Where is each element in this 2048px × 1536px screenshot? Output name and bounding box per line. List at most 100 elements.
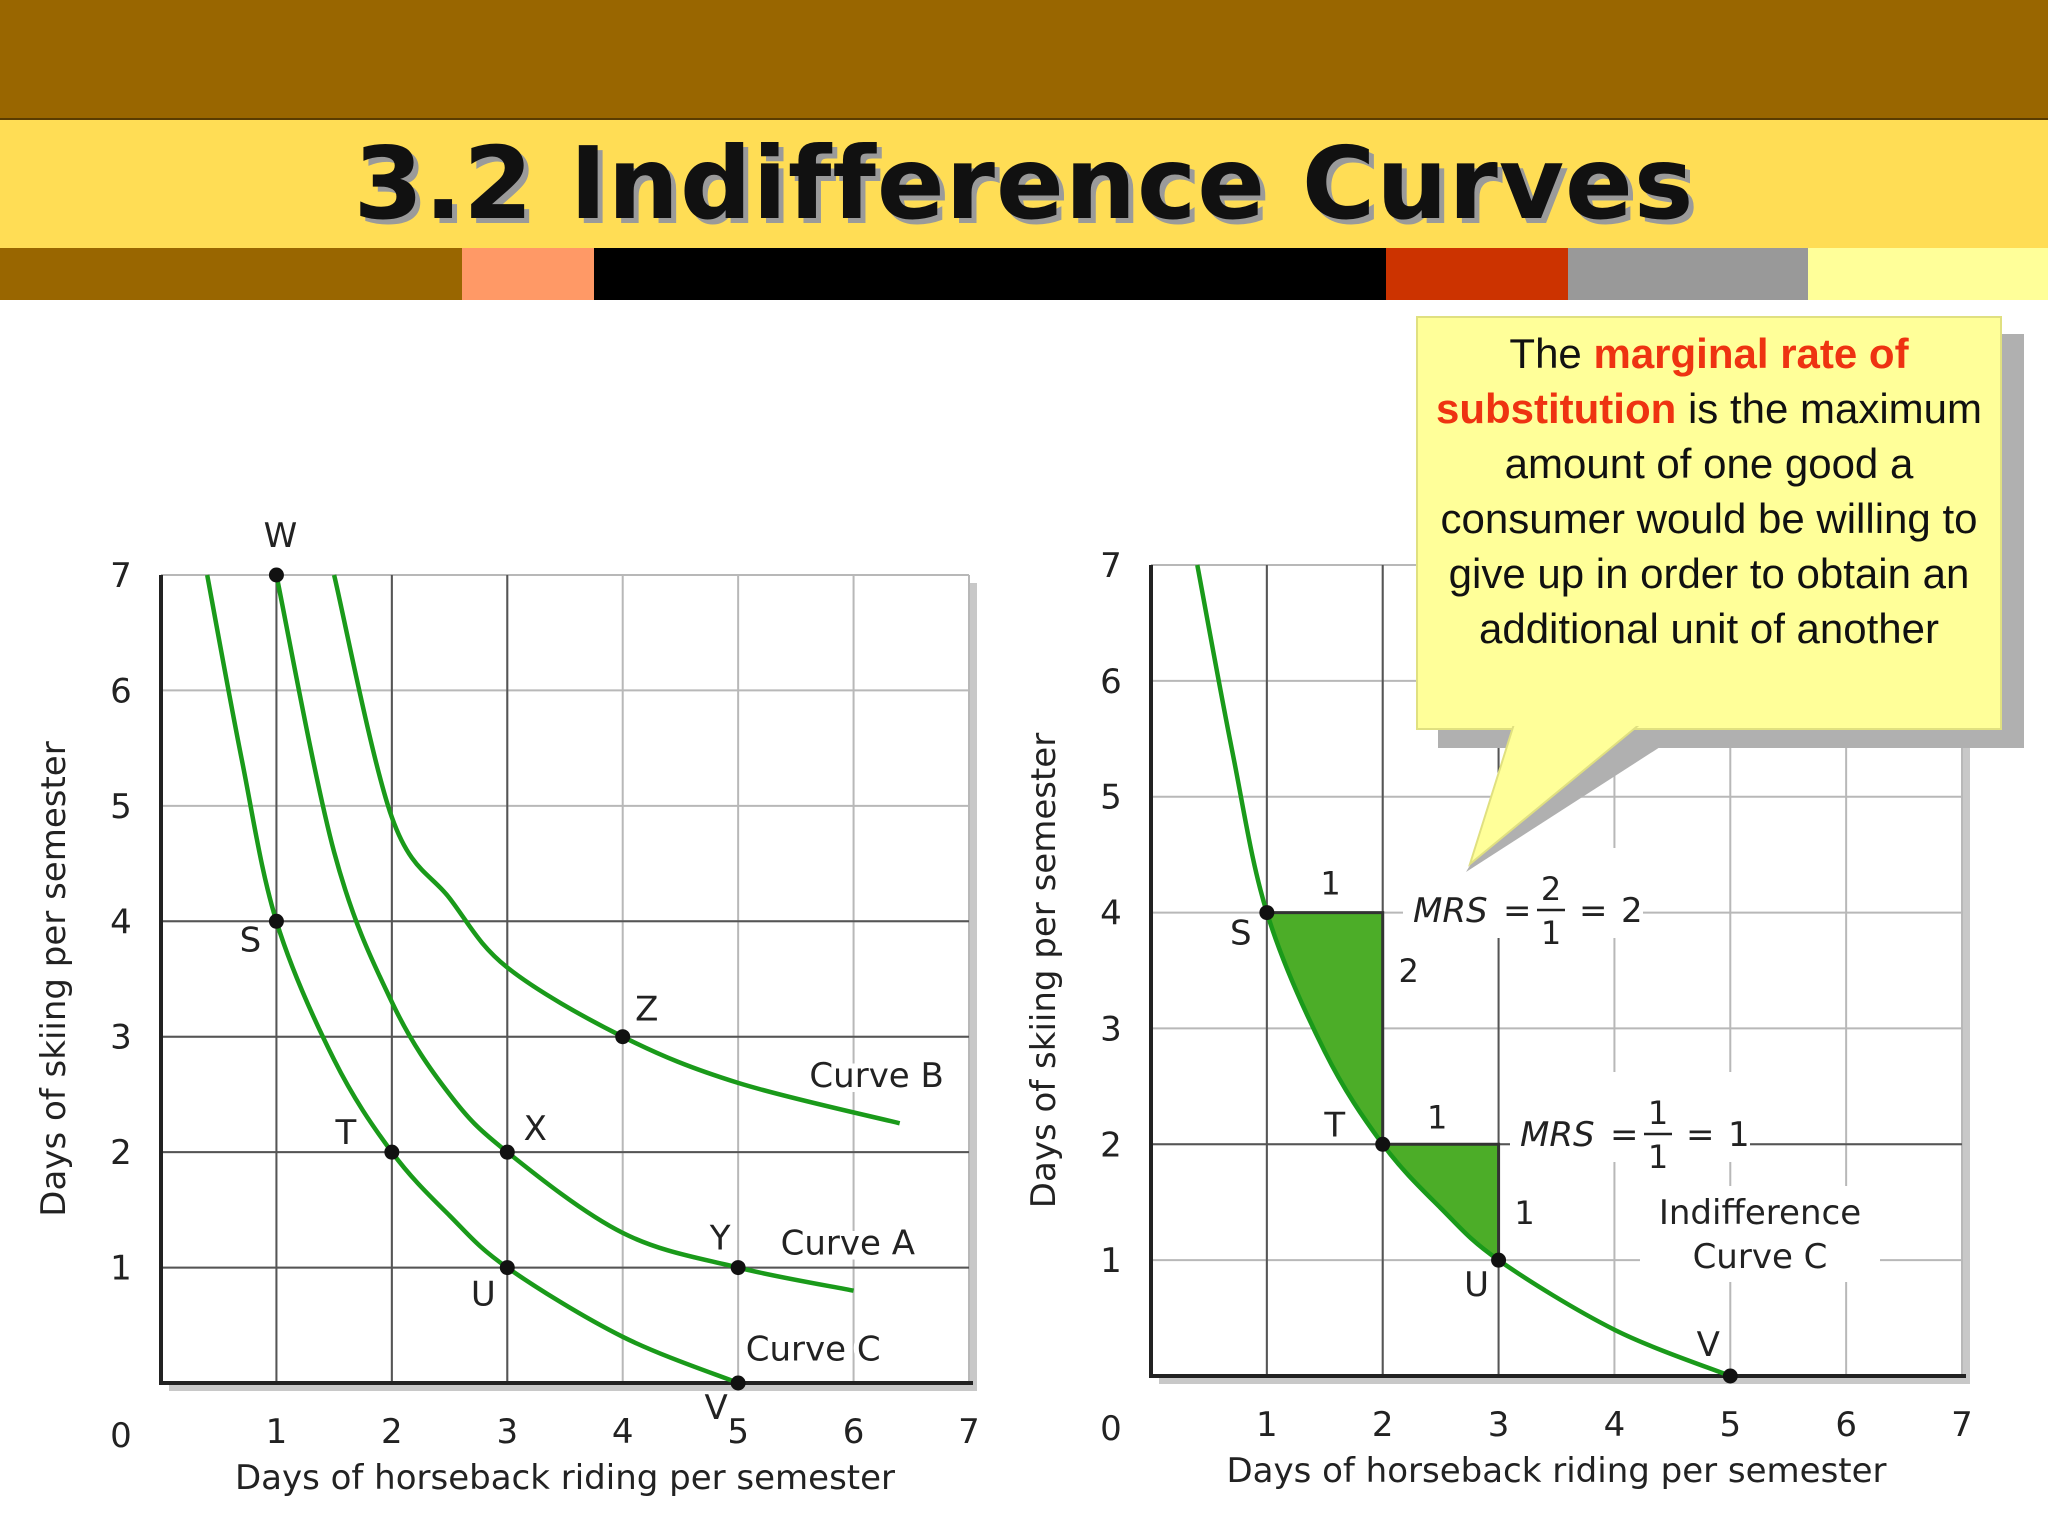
x-tick-label: 7 (958, 1412, 980, 1452)
strip-segment (1568, 248, 1808, 300)
curve-line (1195, 564, 1732, 1379)
origin-label: 0 (1100, 1409, 1122, 1449)
data-point (268, 913, 284, 929)
mrs-equals: = (1579, 891, 1608, 931)
point-label: Z (635, 990, 658, 1030)
curve-name-label: Curve C (1693, 1237, 1828, 1277)
callout-box (1416, 316, 2002, 730)
strip-segment (1386, 248, 1568, 300)
point-label: T (334, 1113, 356, 1153)
curve-name-label: Curve B (809, 1056, 943, 1096)
mrs-result: 2 (1621, 891, 1643, 931)
point-label: S (240, 920, 262, 960)
mrs-shaded-area (1382, 1144, 1499, 1261)
mrs-equals: = (1503, 891, 1532, 931)
x-axis-label: Days of horseback riding per semester (235, 1458, 895, 1498)
point-label: V (1697, 1325, 1720, 1365)
data-point (499, 1260, 515, 1276)
y-tick-label: 4 (1100, 894, 1122, 934)
mrs-prefix: MRS (1520, 1115, 1595, 1155)
x-tick-label: 7 (1951, 1405, 1973, 1445)
y-tick-label: 7 (1100, 546, 1122, 586)
mrs-result: 1 (1728, 1115, 1750, 1155)
mrs-numerator: 1 (1648, 1094, 1668, 1132)
curve-line (274, 574, 855, 1293)
y-tick-label: 5 (110, 787, 132, 827)
data-point (615, 1029, 631, 1045)
x-tick-label: 3 (1488, 1405, 1510, 1445)
callout-tail-shape (1468, 723, 1643, 867)
y-tick-label: 4 (110, 902, 132, 942)
point-label: X (524, 1109, 547, 1149)
data-point (1259, 905, 1275, 921)
mrs-denominator: 1 (1648, 1138, 1668, 1176)
y-tick-label: 1 (1100, 1241, 1122, 1281)
data-point (499, 1144, 515, 1160)
x-tick-label: 1 (1256, 1405, 1278, 1445)
x-axis-label: Days of horseback riding per semester (1226, 1451, 1886, 1491)
y-tick-label: 2 (110, 1133, 132, 1173)
data-point (384, 1144, 400, 1160)
y-tick-label: 1 (110, 1249, 132, 1289)
mrs-prefix: MRS (1413, 891, 1488, 931)
y-axis-label: Days of skiing per semester (34, 741, 74, 1216)
curve-name-label: Curve C (746, 1329, 881, 1369)
data-point (1491, 1252, 1507, 1268)
strip-segment (1808, 248, 2048, 300)
callout-lead: The (1509, 330, 1594, 377)
title-band (0, 120, 2048, 248)
data-point (1722, 1368, 1738, 1384)
point-label: S (1230, 914, 1252, 954)
y-tick-label: 3 (1100, 1009, 1122, 1049)
curve-line (331, 574, 901, 1126)
x-tick-label: 1 (266, 1412, 288, 1452)
y-tick-label: 3 (110, 1018, 132, 1058)
mrs-label-bg (1510, 1072, 1750, 1162)
chart-group: 1 2 3 4 5 6 7 1 2 3 4 5 6 7 0 Days of horseback riding … (34, 516, 980, 1498)
curve-name-label: Curve A (781, 1223, 915, 1263)
callout-tail-shadow (1466, 738, 1674, 872)
y-tick-label: 2 (1100, 1125, 1122, 1165)
header-divider (0, 118, 2048, 120)
x-tick-label: 5 (727, 1412, 749, 1452)
data-point (1375, 1136, 1391, 1152)
point-label: U (1464, 1265, 1489, 1305)
mrs-numerator: 2 (1541, 870, 1561, 908)
point-label: U (471, 1275, 496, 1315)
mrs-label-bg (1403, 848, 1643, 938)
callout-text: The marginal rate of substitution is the… (1416, 326, 2002, 656)
y-tick-label: 7 (110, 556, 132, 596)
mrs-run-label: 1 (1427, 1098, 1447, 1136)
x-tick-label: 5 (1719, 1405, 1741, 1445)
mrs-equals: = (1610, 1115, 1639, 1155)
origin-label: 0 (110, 1416, 132, 1456)
mrs-denominator: 1 (1541, 914, 1561, 952)
point-label: V (705, 1388, 728, 1428)
x-tick-label: 3 (496, 1412, 518, 1452)
mrs-rise-label: 2 (1399, 952, 1419, 990)
y-axis-label: Days of skiing per semester (1024, 733, 1064, 1208)
callout-rest: is the maximum amount of one good a cons… (1440, 385, 1983, 652)
mrs-equals: = (1686, 1115, 1715, 1155)
curve-name-bg (1640, 1186, 1880, 1282)
x-tick-label: 6 (1835, 1405, 1857, 1445)
y-tick-label: 6 (1100, 662, 1122, 702)
slide-title: 3.2 Indifference Curves (353, 125, 1695, 242)
callout-highlight: marginal rate of substitution (1435, 330, 1909, 432)
strip-segment (0, 248, 462, 300)
header-band (0, 0, 2048, 118)
x-tick-label: 2 (1372, 1405, 1394, 1445)
point-label: W (264, 516, 298, 556)
point-label: T (1323, 1105, 1345, 1145)
x-tick-label: 6 (843, 1412, 865, 1452)
point-label: Y (709, 1219, 731, 1259)
mrs-run-label: 1 (1320, 865, 1340, 903)
strip-segment (594, 248, 1386, 300)
x-tick-label: 2 (381, 1412, 403, 1452)
x-tick-label: 4 (1604, 1405, 1626, 1445)
y-tick-label: 6 (110, 671, 132, 711)
callout-tail-join (1500, 718, 1650, 726)
x-tick-label: 4 (612, 1412, 634, 1452)
